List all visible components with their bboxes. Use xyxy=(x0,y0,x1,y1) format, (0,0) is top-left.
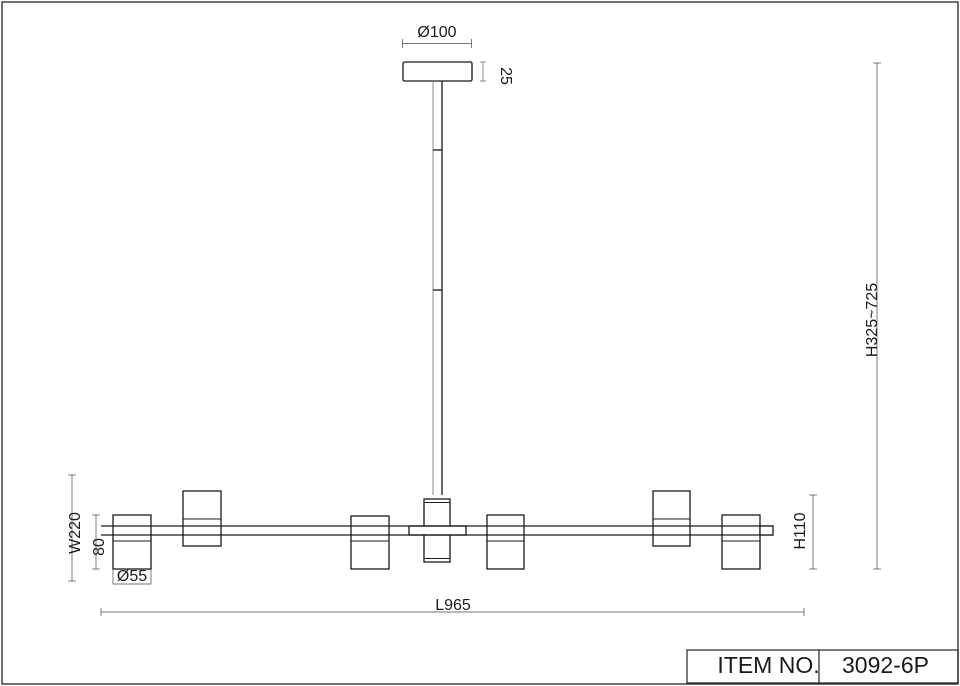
svg-text:3092-6P: 3092-6P xyxy=(842,652,929,678)
svg-text:H325~725: H325~725 xyxy=(864,283,881,357)
svg-text:ITEM NO.: ITEM NO. xyxy=(717,652,819,678)
svg-text:25: 25 xyxy=(497,67,514,85)
svg-text:H110: H110 xyxy=(792,512,809,549)
svg-text:W220: W220 xyxy=(67,512,84,554)
svg-text:L965: L965 xyxy=(435,597,471,614)
svg-text:Ø55: Ø55 xyxy=(117,568,147,585)
svg-text:Ø100: Ø100 xyxy=(417,24,456,41)
svg-text:80: 80 xyxy=(91,538,108,556)
